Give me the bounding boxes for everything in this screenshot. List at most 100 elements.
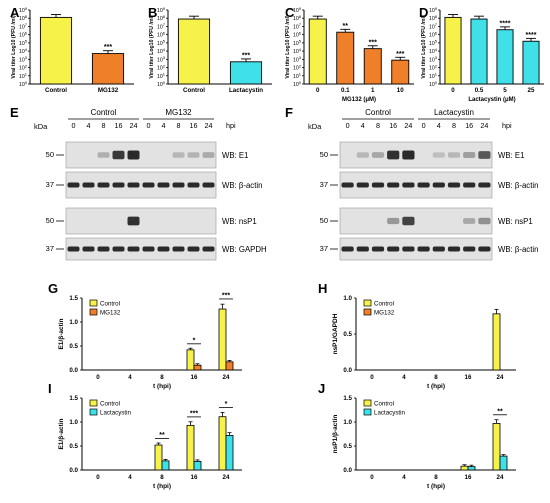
category-label: 0 <box>370 374 374 381</box>
x-axis-label: t (hpi) <box>427 483 445 490</box>
lane-label: 16 <box>465 121 473 130</box>
category-label: 8 <box>434 474 438 481</box>
unit-label: hpi <box>502 121 512 130</box>
y-axis-label: E1/β-actin <box>58 418 65 449</box>
legend-label: Control <box>374 401 394 408</box>
bar <box>336 31 355 85</box>
lane-label: 4 <box>361 121 365 130</box>
chart-panel-j: 0.0 0.5 1.0 1.5 nsP1/β-actin Control Lactacyst… <box>332 395 516 490</box>
category-label: 16 <box>191 474 198 481</box>
panel-letter-e: E <box>10 105 19 120</box>
bar <box>193 460 202 471</box>
band <box>112 246 125 252</box>
bar <box>161 460 170 471</box>
band <box>82 182 95 188</box>
y-tick-label: 106 <box>19 30 28 38</box>
band <box>432 246 445 252</box>
panel-letter-a: A <box>10 5 20 20</box>
category-label: 4 <box>128 374 132 381</box>
kda-marker: 37 <box>320 180 328 189</box>
band <box>432 152 445 158</box>
significance-label: *** <box>242 52 250 59</box>
band <box>67 246 80 252</box>
y-axis-label: nsP1/β-actin <box>332 415 339 454</box>
wb-label: WB: GAPDH <box>222 245 267 254</box>
bar <box>177 18 211 85</box>
band <box>341 182 354 188</box>
blot-panel-f: kDa Control Lactacystin 0 4 8 16 24 0 4 8 16 24 hpi WB… <box>308 108 538 261</box>
lane-label: 0 <box>346 121 350 130</box>
bar <box>499 455 508 471</box>
bar <box>470 18 488 85</box>
category-label: 0.5 <box>475 87 484 94</box>
band <box>402 246 415 252</box>
legend-label: Control <box>100 401 120 408</box>
y-tick-label: 103 <box>157 55 166 63</box>
band <box>402 182 415 188</box>
y-tick-label: 109 <box>293 6 302 14</box>
band <box>202 246 215 252</box>
band <box>97 246 110 252</box>
band <box>478 246 491 252</box>
category-label: 0 <box>316 87 320 94</box>
y-tick-label: 108 <box>157 14 166 22</box>
group-label: MG132 <box>165 108 192 117</box>
y-tick-label: 100 <box>157 80 166 88</box>
lane-label: 8 <box>177 121 181 130</box>
band <box>402 216 415 226</box>
y-tick-label: 106 <box>157 30 166 38</box>
blot-strip <box>65 207 217 235</box>
y-tick-label: 1.5 <box>69 295 78 302</box>
y-tick-label: 105 <box>293 39 302 47</box>
band <box>187 182 200 188</box>
category-label: 4 <box>128 474 132 481</box>
kda-marker: 37 <box>320 244 328 253</box>
y-tick-label: 100 <box>293 80 302 88</box>
y-tick-label: 0.0 <box>343 367 352 374</box>
wb-label: WB: β-actin <box>222 181 262 190</box>
band <box>127 150 140 160</box>
blot-strip <box>339 207 493 235</box>
category-label: 16 <box>191 374 198 381</box>
y-tick-label: 109 <box>19 6 28 14</box>
bar <box>492 313 501 371</box>
lane-label: 16 <box>190 121 198 130</box>
category-label: 8 <box>160 374 164 381</box>
panel-letter-i: I <box>48 381 52 396</box>
wb-label: WB: β-actin <box>498 181 538 190</box>
y-tick-label: 104 <box>157 47 166 55</box>
y-axis-label: Viral titer Log10 (PFU /ml) <box>285 15 291 79</box>
group-label: Control <box>365 108 391 117</box>
band <box>371 152 385 158</box>
kda-marker: 50 <box>320 150 328 159</box>
band <box>356 152 369 158</box>
band <box>187 152 200 158</box>
y-axis-label: Viral titer Log10 (PFU /ml) <box>149 15 155 79</box>
y-tick-label: 109 <box>429 6 438 14</box>
band <box>478 217 491 225</box>
significance-label: *** <box>222 292 230 299</box>
lane-label: 24 <box>404 121 412 130</box>
bar <box>467 466 476 471</box>
y-tick-label: 108 <box>429 14 438 22</box>
y-tick-label: 105 <box>429 39 438 47</box>
band <box>371 246 385 252</box>
bar <box>225 361 234 371</box>
y-tick-label: 105 <box>157 39 166 47</box>
y-tick-label: 1.5 <box>343 395 352 402</box>
band <box>447 152 461 158</box>
band <box>463 182 476 188</box>
category-label: 5 <box>503 87 507 94</box>
y-tick-label: 107 <box>19 22 28 30</box>
significance-label: ** <box>343 23 349 30</box>
wb-label: WB: nsP1 <box>222 217 257 226</box>
bar <box>460 465 469 471</box>
bar <box>391 59 410 85</box>
lane-label: 8 <box>376 121 380 130</box>
significance-label: *** <box>190 410 198 417</box>
band <box>387 150 400 160</box>
y-tick-label: 102 <box>429 63 438 71</box>
band <box>341 246 354 252</box>
category-label: Lactacystin <box>229 87 263 94</box>
